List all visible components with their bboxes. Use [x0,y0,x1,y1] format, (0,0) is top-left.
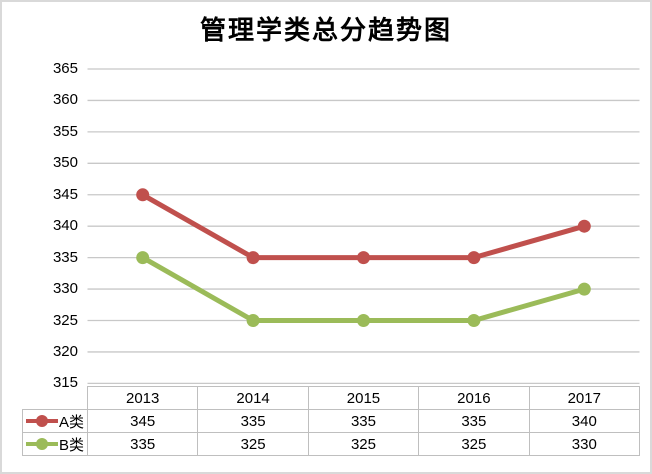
data-point-marker [246,251,260,265]
value-cell: 340 [528,409,641,433]
data-table: 2013 2014 2015 2016 2017 A类 345 335 335 335 340 B类 3… [22,386,641,456]
value-cell: 335 [307,409,420,433]
legend-key: B类 [24,434,87,455]
value-cell: 325 [197,432,309,456]
value-cell: 335 [418,409,530,433]
category-header-cell: 2014 [197,386,309,410]
y-axis-tick-label: 335 [52,248,78,266]
data-point-marker [136,188,150,202]
table-series-row: B类 335 325 325 325 330 [22,432,641,456]
data-point-marker [136,251,150,265]
table-series-row: A类 345 335 335 335 340 [22,409,641,433]
data-point-marker [467,251,481,265]
value-cell: 345 [86,409,199,433]
category-header-cell: 2013 [86,386,199,410]
value-cell: 325 [307,432,420,456]
series-name-label: A类 [59,413,85,431]
y-axis-tick-label: 345 [52,185,78,203]
y-axis-tick-label: 360 [52,91,78,109]
y-axis-tick-label: 320 [52,342,78,360]
legend-key-cell: B类 [22,432,88,456]
series-line-marker-icon [25,437,59,451]
y-axis-tick-label: 340 [52,217,78,235]
data-point-marker [577,282,591,296]
category-header-cell: 2015 [307,386,420,410]
value-cell: 330 [528,432,641,456]
y-axis-tick-label: 325 [52,311,78,329]
series-line-marker-icon [25,414,59,428]
value-cell: 335 [197,409,309,433]
series-name-label: B类 [59,436,85,454]
category-header-cell: 2016 [418,386,530,410]
legend-key: A类 [24,411,87,432]
data-point-marker [357,314,370,327]
data-point-marker [357,251,370,265]
category-header-cell: 2017 [528,386,641,410]
legend-key-cell: A类 [22,409,88,433]
y-axis-tick-label: 350 [52,154,78,172]
table-corner-blank [23,387,88,410]
y-axis-tick-label: 355 [52,122,78,140]
value-cell: 335 [86,432,199,456]
table-header-row: 2013 2014 2015 2016 2017 [23,386,641,410]
y-axis-tick-label: 315 [52,374,78,392]
value-cell: 325 [418,432,530,456]
y-axis-tick-label: 365 [52,60,78,77]
y-axis-tick-label: 330 [52,280,78,298]
data-point-marker [577,219,591,233]
data-point-marker [246,314,260,327]
chart-title: 管理学类总分趋势图 [199,16,452,45]
data-point-marker [467,314,481,327]
